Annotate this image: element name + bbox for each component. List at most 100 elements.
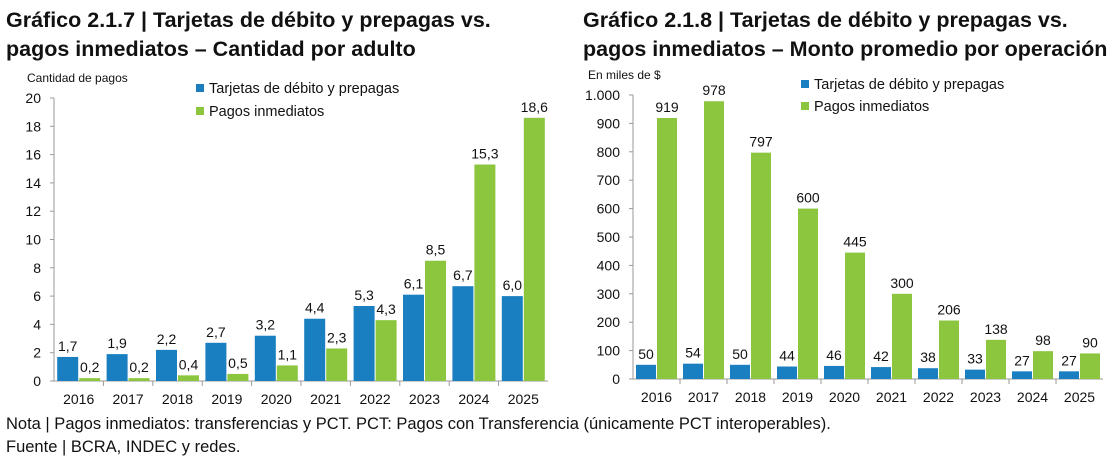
chart-2-y-tick-label: 700 — [597, 172, 621, 188]
chart-2-legend-label-debit: Tarjetas de débito y prepagas — [814, 77, 1004, 93]
chart-1-legend-label-debit: Tarjetas de débito y prepagas — [209, 81, 399, 97]
chart-1-bar-debit-2020 — [254, 335, 276, 381]
chart-2-legend-swatch-debit — [801, 80, 809, 88]
chart-2-y-tick-label: 800 — [597, 144, 621, 160]
chart-2-x-tick-label-2016: 2016 — [641, 389, 672, 405]
chart-2-bar-instant-2023 — [986, 339, 1006, 379]
chart-1-label-debit-2025: 6,0 — [503, 277, 523, 293]
chart-1-bar-instant-2022 — [375, 320, 397, 381]
chart-1-label-instant-2025: 18,6 — [521, 99, 548, 115]
chart-2-label-debit-2021: 42 — [873, 348, 889, 364]
chart-2-x-tick-label-2017: 2017 — [688, 389, 719, 405]
chart-1-bar-debit-2019 — [205, 342, 227, 381]
chart-2-legend-swatch-instant — [801, 102, 809, 110]
chart-2-label-debit-2017: 54 — [685, 345, 701, 361]
chart-2-label-instant-2019: 600 — [796, 190, 820, 206]
chart-2-label-instant-2017: 978 — [702, 82, 726, 98]
chart-1-label-debit-2021: 4,4 — [305, 300, 325, 316]
chart-2-y-tick-label: 500 — [597, 229, 621, 245]
chart-2-bar-instant-2018 — [751, 152, 771, 379]
chart-1-bar-debit-2024 — [452, 286, 474, 381]
chart-2-bar-debit-2018 — [730, 364, 750, 379]
chart-2-label-debit-2023: 33 — [967, 351, 983, 367]
chart-1-bar-instant-2021 — [326, 348, 348, 381]
chart-2-label-debit-2018: 50 — [732, 346, 748, 362]
source-note: Fuente | BCRA, INDEC y redes. — [6, 438, 241, 456]
chart-2-average-amount: En miles de $ 0 100 200 300 400 500 600 700 800 90… — [585, 68, 1103, 405]
chart-1-label-instant-2020: 1,1 — [278, 346, 298, 362]
chart-1-label-debit-2020: 3,2 — [256, 317, 276, 333]
chart-2-label-instant-2024: 98 — [1035, 332, 1051, 348]
chart-2-label-debit-2016: 50 — [638, 346, 654, 362]
chart-1-legend-swatch-instant — [196, 107, 204, 115]
chart-2-y-tick-label: 900 — [597, 115, 621, 131]
chart-1-bar-instant-2018 — [178, 375, 199, 381]
chart-1-y-tick-label: 16 — [25, 147, 41, 163]
chart-1-bar-instant-2020 — [276, 365, 298, 381]
chart-1-label-instant-2022: 4,3 — [376, 301, 396, 317]
chart-1-y-tick-label: 4 — [33, 316, 41, 332]
chart-2-bar-debit-2022 — [918, 368, 938, 379]
chart-1-label-debit-2022: 5,3 — [354, 287, 374, 303]
chart-1-y-axis-label: Cantidad de pagos — [27, 71, 128, 85]
chart-1-y-tick-label: 2 — [33, 345, 41, 361]
chart-1-y-tick-label: 18 — [25, 118, 41, 134]
chart-1-bar-debit-2022 — [353, 306, 375, 381]
chart-2-bar-instant-2016 — [657, 118, 677, 379]
chart-2-y-tick-label: 600 — [597, 201, 621, 217]
chart-1-label-instant-2016: 0,2 — [80, 359, 100, 375]
chart-2-title-line-1: Gráfico 2.1.8 | Tarjetas de débito y pre… — [583, 8, 1068, 32]
chart-1-x-tick-label-2017: 2017 — [113, 391, 144, 407]
chart-1-y-tick-label: 12 — [25, 203, 41, 219]
chart-2-bar-debit-2024 — [1012, 371, 1032, 379]
chart-1-label-debit-2017: 1,9 — [107, 335, 127, 351]
chart-2-y-tick-label: 200 — [597, 314, 621, 330]
chart-2-y-tick-label: 300 — [597, 286, 621, 302]
chart-2-label-instant-2023: 138 — [984, 321, 1008, 337]
chart-2-label-instant-2016: 919 — [655, 99, 679, 115]
chart-1-label-debit-2019: 2,7 — [206, 324, 226, 340]
chart-1-y-tick-label: 0 — [33, 373, 41, 389]
chart-1-x-tick-label-2018: 2018 — [162, 391, 193, 407]
chart-1-x-tick-label-2016: 2016 — [63, 391, 94, 407]
chart-2-bar-debit-2019 — [777, 366, 797, 379]
chart-2-x-tick-label-2021: 2021 — [876, 389, 907, 405]
chart-2-bar-instant-2017 — [704, 101, 724, 380]
chart-1-bar-debit-2018 — [156, 349, 177, 381]
chart-2-label-debit-2025: 27 — [1061, 352, 1077, 368]
chart-2-label-instant-2021: 300 — [890, 275, 914, 291]
chart-1-bar-debit-2025 — [501, 296, 523, 381]
chart-1-label-instant-2017: 0,2 — [129, 359, 149, 375]
chart-2-label-debit-2020: 46 — [826, 347, 842, 363]
chart-2-x-tick-label-2018: 2018 — [735, 389, 766, 405]
chart-2-x-tick-label-2019: 2019 — [782, 389, 813, 405]
chart-1-quantity-per-adult: Cantidad de pagos024681012141618201,70,2… — [25, 71, 548, 407]
chart-2-x-tick-label-2024: 2024 — [1017, 389, 1048, 405]
chart-1-y-tick-label: 8 — [33, 260, 41, 276]
chart-2-label-instant-2025: 90 — [1082, 334, 1098, 350]
chart-2-x-tick-label-2025: 2025 — [1064, 389, 1095, 405]
chart-1-x-tick-label-2025: 2025 — [508, 391, 539, 407]
chart-1-title: Gráfico 2.1.7 | Tarjetas de débito y pre… — [6, 6, 491, 64]
chart-1-label-instant-2021: 2,3 — [327, 329, 347, 345]
chart-2-bar-instant-2019 — [798, 208, 818, 379]
chart-2-label-debit-2024: 27 — [1014, 352, 1030, 368]
chart-1-legend-swatch-debit — [196, 84, 204, 92]
chart-2-bar-instant-2022 — [939, 320, 959, 379]
chart-2-label-instant-2020: 445 — [843, 234, 867, 250]
chart-2-title: Gráfico 2.1.8 | Tarjetas de débito y pre… — [583, 6, 1107, 64]
chart-1-x-tick-label-2021: 2021 — [310, 391, 341, 407]
chart-1-label-debit-2018: 2,2 — [157, 331, 177, 347]
chart-1-y-tick-label: 10 — [25, 232, 41, 248]
chart-2-bar-debit-2025 — [1059, 371, 1079, 379]
chart-1-x-tick-label-2024: 2024 — [458, 391, 489, 407]
chart-2-bar-instant-2020 — [845, 252, 865, 379]
chart-2-title-line-2: pagos inmediatos – Monto promedio por op… — [583, 37, 1108, 61]
chart-1-bar-instant-2023 — [425, 260, 446, 381]
chart-1-title-line-1: Gráfico 2.1.7 | Tarjetas de débito y pre… — [6, 8, 491, 32]
chart-1-label-instant-2023: 8,5 — [426, 242, 446, 258]
chart-1-x-tick-label-2020: 2020 — [261, 391, 292, 407]
chart-2-label-instant-2018: 797 — [749, 134, 773, 150]
chart-1-legend-label-instant: Pagos inmediatos — [209, 104, 324, 120]
chart-1-x-tick-label-2019: 2019 — [211, 391, 242, 407]
